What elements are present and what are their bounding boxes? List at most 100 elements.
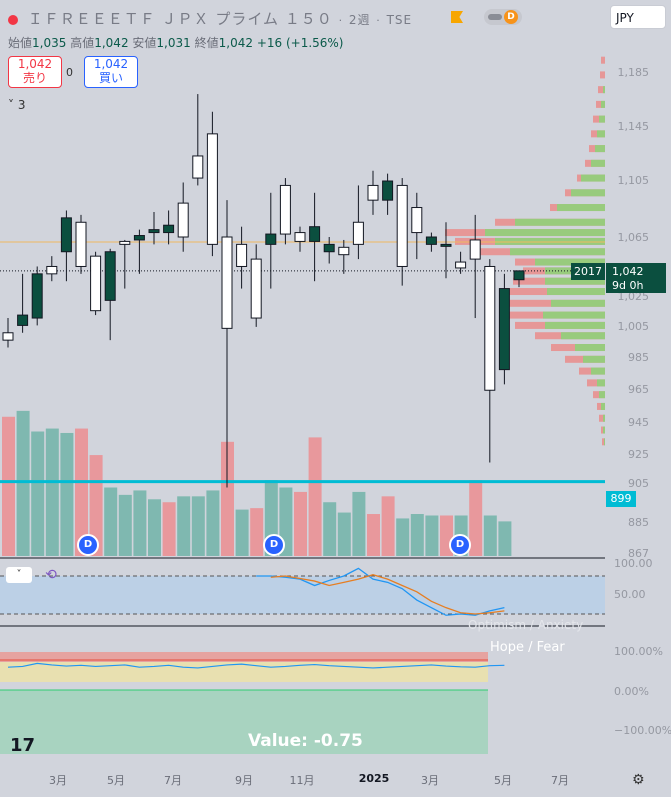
candle-body — [31, 273, 43, 319]
volume-profile-bar-up — [571, 189, 605, 197]
symbol-name: ＩＦＲＥＥＥＴＦ ＪＰＸ プライム １５０ — [27, 10, 333, 28]
flag-icon[interactable] — [451, 11, 463, 23]
toggle-switch-icon — [488, 14, 502, 20]
candle-body — [498, 288, 510, 371]
high-label: 高値 — [70, 36, 95, 50]
volume-profile-bar-up — [551, 299, 605, 307]
candle-body — [382, 180, 394, 201]
volume-profile-bar-up — [597, 379, 605, 387]
low-value: 1,031 — [156, 36, 191, 50]
volume-bar — [118, 494, 132, 556]
volume-profile-bar-up — [543, 311, 605, 319]
reload-icon: ⟲ — [45, 567, 57, 583]
sentiment-line — [7, 662, 505, 669]
buy-button[interactable]: 1,042 買い — [84, 56, 138, 88]
price-tick: 1,185 — [617, 66, 650, 79]
tradingview-logo: 𝟭𝟳 — [10, 735, 36, 756]
sell-label: 売り — [22, 71, 47, 85]
volume-profile-bar-up — [561, 332, 605, 340]
low-label: 安値 — [132, 36, 157, 50]
chevron-down-icon: ˅ — [16, 569, 22, 580]
chart-area[interactable] — [0, 0, 605, 797]
status-dot-icon — [8, 14, 18, 25]
time-tick: 9月 — [235, 774, 253, 787]
candle-body — [177, 202, 189, 238]
reload-button[interactable]: ⟲ — [38, 567, 64, 583]
candle-body — [163, 224, 175, 234]
dividend-badge[interactable]: D — [77, 534, 99, 556]
sell-button[interactable]: 1,042 売り — [8, 56, 62, 88]
data-toggle[interactable]: D — [484, 9, 522, 25]
dividend-badge[interactable]: D — [263, 534, 285, 556]
candle-body — [425, 236, 437, 245]
volume-bar — [498, 521, 512, 556]
price-tick: 985 — [628, 351, 649, 364]
sentiment-band-low — [0, 690, 488, 754]
volume-profile-bar-up — [535, 258, 605, 266]
currency-select[interactable]: JPY — [610, 5, 666, 29]
time-tick: 5月 — [494, 774, 512, 787]
sentiment-ghost-label: Optimism / Anxiety — [468, 618, 584, 632]
price-axis[interactable] — [605, 0, 671, 797]
oscillator-collapse-button[interactable]: ˅ — [6, 567, 32, 583]
volume-bar — [104, 487, 118, 556]
current-price: 1,042 — [612, 265, 644, 278]
volume-profile-bar-up — [603, 426, 605, 434]
price-tick: 1,065 — [617, 231, 650, 244]
candle-body — [309, 226, 321, 242]
buy-price: 1,042 — [93, 57, 129, 71]
candle-body — [396, 184, 408, 267]
gear-icon[interactable]: ⚙ — [632, 772, 645, 788]
candle-body — [265, 233, 277, 245]
price-tick: 965 — [628, 383, 649, 396]
indicators-toggle[interactable]: ˅ 3 — [8, 98, 25, 112]
indicator-count: 3 — [17, 98, 26, 112]
candle-body — [250, 258, 262, 319]
candle-body — [17, 314, 29, 326]
time-tick: 2025 — [358, 772, 390, 785]
candle-body — [192, 155, 204, 179]
candle-body — [2, 332, 14, 341]
main-chart[interactable] — [0, 0, 605, 797]
price-tick: 1,005 — [617, 320, 650, 333]
time-tick: 7月 — [164, 774, 182, 787]
volume-profile-bar-up — [603, 414, 605, 422]
volume-profile-bar-up — [591, 159, 605, 167]
price-tick: 1,145 — [617, 120, 650, 133]
volume-bar — [191, 496, 205, 556]
volume-bar — [308, 437, 322, 556]
volume-bar — [16, 410, 30, 556]
oscillator-orange-line — [270, 574, 505, 615]
dividend-badge[interactable]: D — [449, 534, 471, 556]
volume-bar — [396, 518, 410, 556]
candle-body — [352, 221, 364, 245]
time-tick: 11月 — [289, 774, 315, 787]
candle-body — [279, 184, 291, 235]
candle-body — [236, 243, 248, 267]
volume-profile-bar-down — [599, 414, 605, 422]
volume-bar — [294, 491, 307, 556]
candle-body — [367, 184, 379, 201]
volume-profile-bar-up — [601, 402, 605, 410]
price-tick: 867 — [628, 547, 649, 560]
volume-profile-bar-down — [587, 379, 605, 387]
data-badge: D — [504, 10, 518, 24]
sentiment-tick: 100.00% — [614, 645, 663, 658]
bar-count-tag: 2017 — [571, 263, 605, 280]
oscillator-blue-line — [256, 567, 505, 616]
volume-profile-bar-down — [596, 100, 605, 108]
volume-bar — [162, 502, 176, 556]
volume-bar — [60, 432, 74, 556]
candle-body — [133, 235, 145, 241]
volume-profile-bar-up — [495, 237, 605, 245]
candle-body — [75, 221, 87, 267]
sell-price: 1,042 — [17, 57, 53, 71]
volume-bar — [469, 480, 483, 556]
exchange-label: TSE — [386, 13, 413, 27]
candle-body — [221, 236, 233, 329]
volume-bar — [367, 514, 380, 556]
symbol-title[interactable]: ＩＦＲＥＥＥＴＦ ＪＰＸ プライム １５０ · 2週 · TSE — [8, 8, 412, 29]
volume-profile-bar-down — [601, 56, 605, 64]
candle-body — [469, 239, 481, 260]
price-tick: 925 — [628, 448, 649, 461]
